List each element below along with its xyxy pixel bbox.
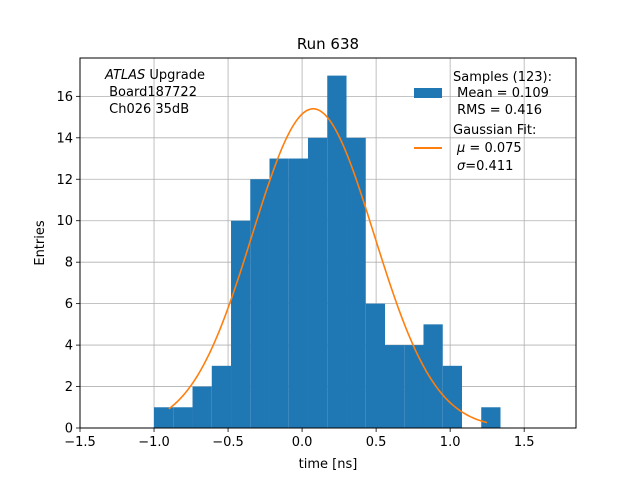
histogram-bar xyxy=(231,220,251,428)
annotation-box: ATLAS Upgrade Board187722 Ch026 35dB xyxy=(104,68,205,117)
histogram-bar xyxy=(385,345,405,428)
histogram-bar xyxy=(269,158,289,428)
legend-samples-swatch xyxy=(414,88,442,98)
sigma-value: =0.411 xyxy=(465,159,513,174)
histogram-bar xyxy=(346,137,366,428)
y-tick-label: 4 xyxy=(65,339,73,354)
legend-fit-mu: μ = 0.075 xyxy=(456,141,522,156)
x-tick-label: −1.0 xyxy=(138,435,170,450)
annotation-title: ATLAS Upgrade xyxy=(104,68,205,83)
gaussian-fit-line xyxy=(168,107,488,424)
histogram-bar xyxy=(211,365,232,428)
y-tick-label: 12 xyxy=(56,173,73,188)
histogram-bar xyxy=(173,407,193,428)
chart-title: Run 638 xyxy=(297,35,359,53)
atlas-label: ATLAS xyxy=(104,68,145,83)
x-axis-label: time [ns] xyxy=(299,457,358,472)
legend: Samples (123): Mean = 0.109 RMS = 0.416 … xyxy=(414,70,552,174)
histogram-bar xyxy=(327,75,347,428)
plot-frame xyxy=(79,57,577,429)
legend-fit-sigma: σ=0.411 xyxy=(457,159,513,174)
y-tick-label: 2 xyxy=(65,380,73,395)
y-tick-label: 8 xyxy=(65,256,73,271)
y-axis: 0 2 4 6 8 10 12 14 16 xyxy=(56,90,80,437)
histogram-bar xyxy=(481,407,501,428)
histogram-bars xyxy=(154,75,501,428)
upgrade-label: Upgrade xyxy=(145,68,205,83)
y-tick-label: 6 xyxy=(65,297,73,312)
channel-label: Ch026 35dB xyxy=(105,102,189,117)
histogram-bar xyxy=(442,365,462,428)
mu-symbol: μ xyxy=(456,141,465,156)
histogram-bar xyxy=(192,386,212,428)
histogram-bar xyxy=(288,158,309,428)
histogram-bar xyxy=(250,179,270,428)
sigma-symbol: σ xyxy=(457,159,466,174)
histogram-bar xyxy=(308,137,328,428)
y-axis-label: Entries xyxy=(33,220,48,266)
x-axis: −1.5 −1.0 −0.5 0.0 0.5 1.0 1.5 xyxy=(64,428,535,450)
board-label: Board187722 xyxy=(105,85,197,100)
histogram-bar xyxy=(404,345,424,428)
legend-samples-mean: Mean = 0.109 xyxy=(453,86,549,101)
legend-fit-title: Gaussian Fit: xyxy=(453,123,536,138)
x-tick-label: −1.5 xyxy=(64,435,96,450)
x-tick-label: 1.0 xyxy=(440,435,461,450)
fit-layer xyxy=(168,107,488,424)
y-tick-label: 14 xyxy=(56,131,73,146)
histogram-bar xyxy=(365,303,386,428)
legend-samples-title: Samples (123): xyxy=(453,70,552,85)
x-tick-label: 1.5 xyxy=(514,435,535,450)
x-tick-label: −0.5 xyxy=(212,435,244,450)
y-tick-label: 0 xyxy=(65,422,73,437)
histogram-bar xyxy=(423,324,443,428)
y-tick-label: 10 xyxy=(56,214,73,229)
histogram-bar xyxy=(154,407,174,428)
y-tick-label: 16 xyxy=(56,90,73,105)
mu-value: = 0.075 xyxy=(465,141,521,156)
legend-samples-rms: RMS = 0.416 xyxy=(453,103,542,118)
x-tick-label: 0.5 xyxy=(366,435,387,450)
x-tick-label: 0.0 xyxy=(292,435,313,450)
